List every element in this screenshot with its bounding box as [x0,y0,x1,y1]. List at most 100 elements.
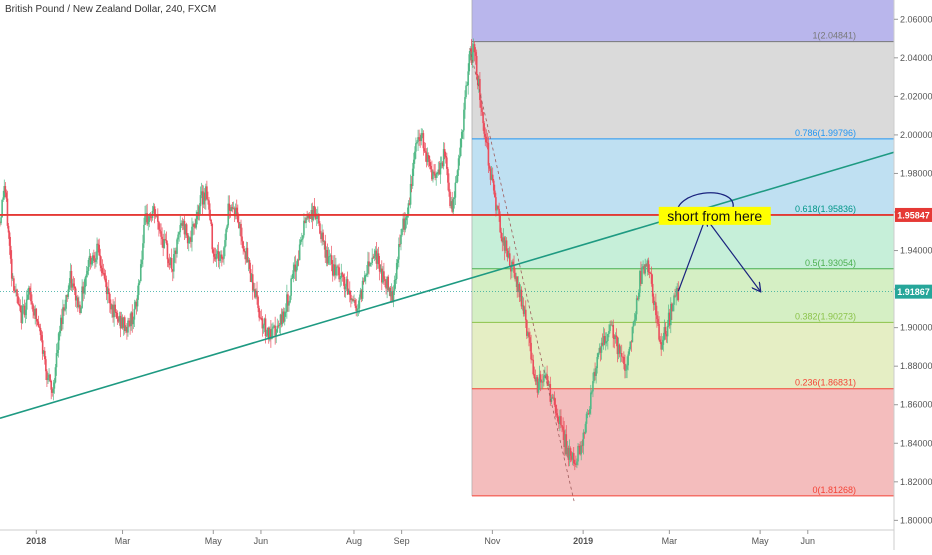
candle [255,288,257,300]
candle [321,224,323,246]
candle [174,247,176,263]
candle [647,257,650,275]
price-tick-label: 2.02000 [900,91,932,101]
candle [656,305,658,328]
candle [136,285,139,312]
candle [14,286,16,294]
candle [82,281,84,302]
candle [343,273,346,298]
candle [455,175,458,183]
arrow-drawing[interactable] [677,218,705,292]
candle [625,363,627,379]
candle [110,299,112,315]
candle [549,376,552,406]
price-tick-label: 1.86000 [900,400,932,410]
candle [370,262,372,267]
candle [225,227,227,247]
candle [322,229,324,245]
candle [34,304,36,325]
candle [71,278,74,292]
candle [489,166,492,186]
candle [259,310,262,320]
annotation-label[interactable]: short from here [658,206,771,225]
candle [303,213,305,238]
candle [69,263,72,291]
candle [74,286,77,307]
candle [587,410,590,416]
candle [26,288,29,301]
candle [279,313,282,335]
candle [51,387,54,397]
candle [449,189,451,209]
candle [614,332,617,344]
candle [53,378,56,394]
candle [231,202,234,213]
candle [401,228,403,237]
candle [474,47,477,65]
candle [315,208,318,227]
candle [152,202,155,214]
candle [326,243,329,267]
price-tick-label: 1.94000 [900,246,932,256]
candle [452,196,455,215]
candle [129,313,131,335]
candle [607,333,609,350]
candle [487,136,490,174]
candle [133,299,136,328]
rising-trendline[interactable] [0,151,895,419]
candle [382,266,384,284]
candle [115,309,118,320]
candle [99,248,102,272]
candle [65,294,67,315]
candle [112,299,114,323]
candle [266,327,269,338]
candle [223,246,225,265]
candle [664,322,667,340]
candle [181,217,184,231]
candle [121,314,124,330]
candle [62,299,64,330]
candle [521,296,524,311]
candle [22,303,25,314]
candle [138,279,141,286]
candle [513,255,515,278]
candle [6,190,9,229]
candle [400,229,402,251]
candle [245,241,248,264]
candle [438,161,441,175]
candle [539,370,542,392]
candle [441,160,444,169]
candle [41,331,44,360]
candle [288,300,290,312]
candle [283,307,286,326]
candle [141,250,143,268]
candle [56,342,59,357]
candle [612,319,615,348]
candle [178,231,180,242]
arrow-drawing[interactable] [705,217,760,291]
candle [388,286,391,296]
candle [111,304,113,318]
candle [504,236,507,254]
candle [606,332,608,347]
candle [84,276,87,295]
candle [36,318,39,325]
candle [198,203,201,221]
candle [422,130,425,156]
candle [114,297,116,317]
candle [380,260,383,291]
candle [175,247,177,264]
candle [586,408,589,419]
candle [119,311,122,338]
candle [666,319,669,344]
candle [466,81,468,87]
candle [166,240,169,268]
candle [96,237,98,264]
candle [633,312,636,326]
candle [200,182,203,199]
candle [78,296,80,309]
candle [675,286,677,306]
candle [490,166,493,181]
candle [416,140,418,145]
